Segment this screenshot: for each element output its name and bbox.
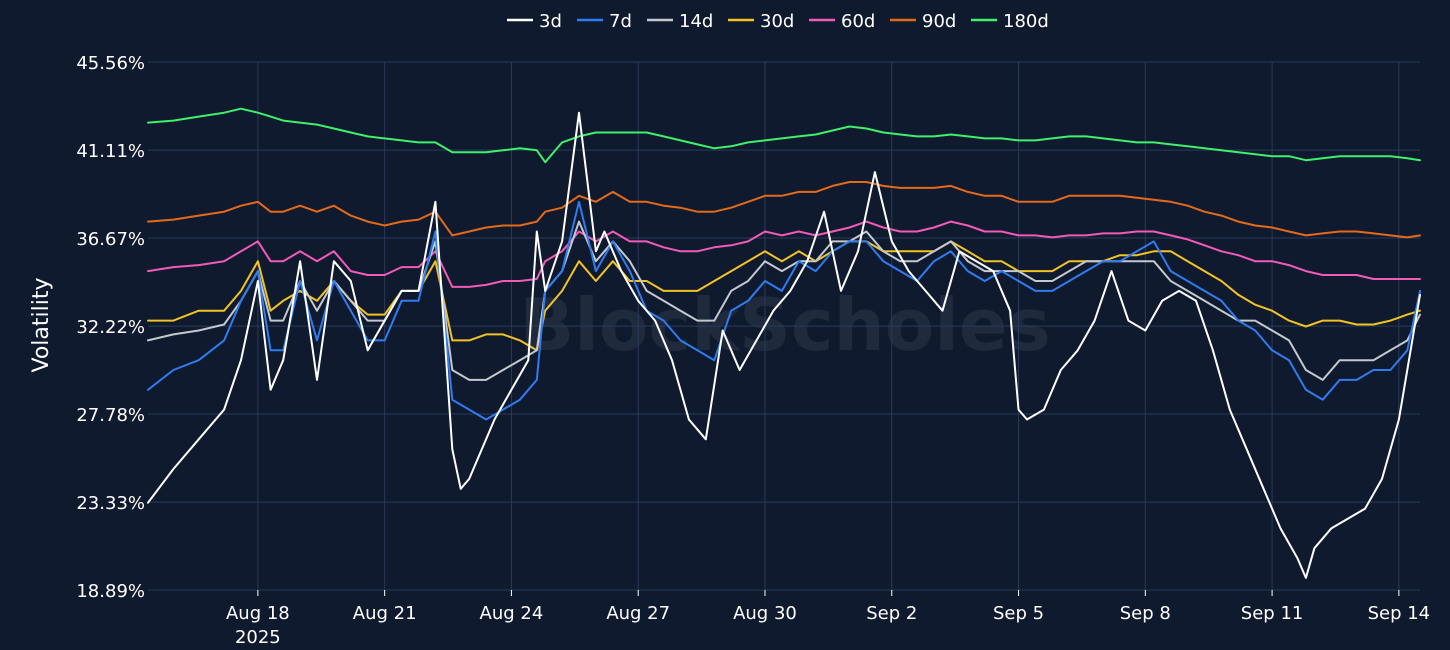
x-tick-label: Aug 21 [353, 603, 417, 624]
series-line-14d [147, 220, 1421, 381]
series-line-7d [147, 200, 1421, 421]
legend: 3d 7d 14d 30d 60d 90d 180d [507, 11, 1049, 32]
legend-label: 60d [841, 11, 875, 32]
y-tick-label: 27.78% [76, 405, 145, 426]
legend-label: 30d [760, 11, 794, 32]
x-tick-label: Sep 8 [1120, 603, 1171, 624]
series-line-60d [147, 220, 1421, 288]
legend-item-90d[interactable]: 90d [890, 11, 956, 32]
x-tick-label: Aug 18 [226, 603, 290, 624]
x-tick-label: Sep 11 [1241, 603, 1304, 624]
y-tick-label: 45.56% [76, 53, 145, 74]
y-axis-ticks: 45.56% 41.11% 36.67% 32.22% 27.78% 23.33% 18.8… [76, 53, 145, 602]
legend-item-60d[interactable]: 60d [809, 11, 875, 32]
x-tick-label: Sep 2 [866, 603, 917, 624]
series-lines [147, 107, 1421, 579]
x-year-label: 2025 [235, 627, 281, 648]
y-tick-label: 18.89% [76, 581, 145, 602]
legend-label: 7d [609, 11, 632, 32]
x-axis-ticks: Aug 18 Aug 21 Aug 24 Aug 27 Aug 30 Sep 2 Sep 5… [226, 590, 1430, 648]
legend-label: 14d [679, 11, 713, 32]
y-tick-label: 41.11% [76, 141, 145, 162]
x-tick-label: Aug 30 [733, 603, 797, 624]
grid [148, 61, 1420, 591]
y-tick-label: 36.67% [76, 229, 145, 250]
y-tick-label: 32.22% [76, 317, 145, 338]
legend-label: 90d [922, 11, 956, 32]
legend-item-30d[interactable]: 30d [728, 11, 794, 32]
y-tick-label: 23.33% [76, 493, 145, 514]
series-line-180d [147, 107, 1421, 164]
legend-item-7d[interactable]: 7d [577, 11, 632, 32]
series-line-30d [147, 240, 1421, 352]
x-tick-label: Sep 14 [1368, 603, 1431, 624]
legend-item-180d[interactable]: 180d [971, 11, 1049, 32]
series-line-90d [147, 181, 1421, 239]
y-axis-title: Volatility [29, 277, 54, 372]
legend-item-14d[interactable]: 14d [647, 11, 713, 32]
legend-item-3d[interactable]: 3d [507, 11, 562, 32]
x-tick-label: Aug 27 [606, 603, 670, 624]
x-tick-label: Aug 24 [480, 603, 544, 624]
x-tick-label: Sep 5 [993, 603, 1044, 624]
legend-label: 180d [1003, 11, 1049, 32]
series-line-3d [147, 111, 1421, 579]
legend-label: 3d [539, 11, 562, 32]
